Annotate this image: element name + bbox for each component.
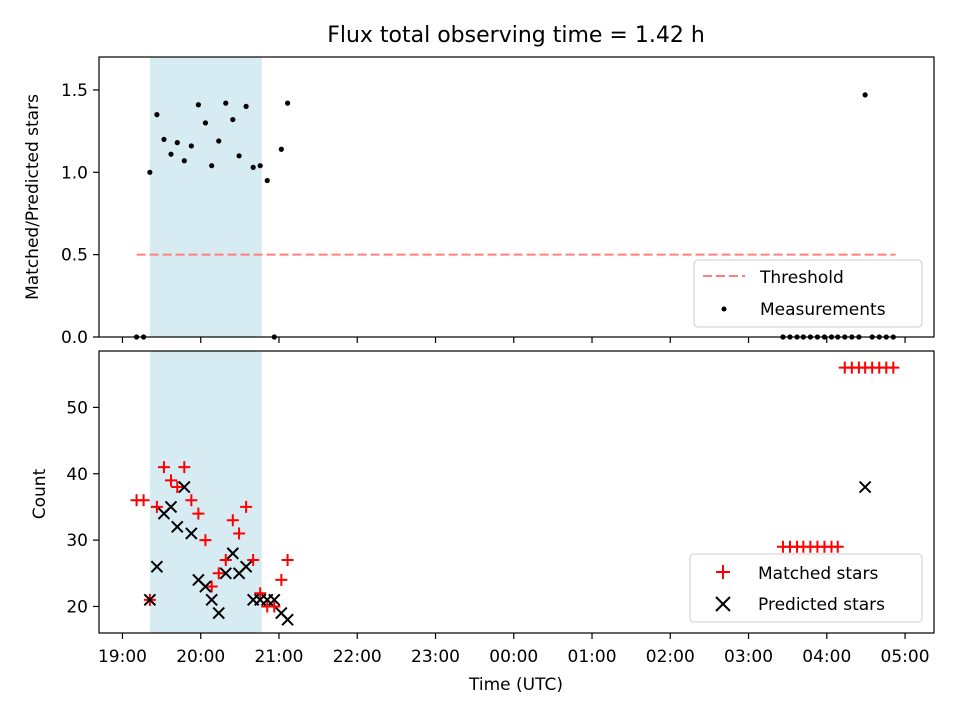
- matched-star-marker: [157, 461, 170, 474]
- measurement-point: [188, 143, 194, 149]
- legend-predicted-label: Predicted stars: [758, 595, 885, 615]
- matched-star-marker: [281, 554, 294, 567]
- matched-star-marker: [254, 587, 267, 600]
- ratio-legend-box: [693, 259, 923, 328]
- count-x-tick-label: 00:00: [489, 647, 538, 667]
- measurement-point: [147, 169, 153, 175]
- ratio-legend: Threshold Measurements: [693, 259, 923, 328]
- predicted-star-marker: [171, 520, 184, 534]
- measurement-point: [862, 92, 868, 98]
- predicted-star-marker: [212, 606, 225, 620]
- matched-star-marker: [150, 500, 163, 513]
- predicted-star-marker: [239, 560, 253, 573]
- count-plot-frame: [98, 350, 935, 634]
- count-x-tick-label: 20:00: [176, 647, 225, 667]
- chart-title: Flux total observing time = 1.42 h: [327, 23, 705, 48]
- matched-star-marker: [171, 481, 184, 494]
- matched-star-marker: [178, 461, 191, 474]
- predicted-star-marker: [858, 480, 872, 494]
- count-x-tick-label: 05:00: [881, 647, 930, 667]
- ratio-y-tick-label: 0.0: [61, 328, 88, 348]
- count-y-tick-label: 30: [66, 531, 88, 551]
- measurement-point: [216, 138, 222, 144]
- matched-star-marker: [831, 540, 844, 553]
- matched-star-marker: [233, 527, 246, 540]
- count-x-tick-label: 01:00: [568, 647, 617, 667]
- ratio-y-tick-label: 0.5: [61, 246, 88, 266]
- count-y-tick-label: 20: [66, 597, 88, 617]
- predicted-star-marker: [268, 593, 281, 607]
- count-x-tick-label: 23:00: [411, 647, 460, 667]
- count-panel: 20 30 40 50 19:00 20:00 21:00 22:00 23:00 00:00 01…: [30, 350, 935, 695]
- count-y-axis-label: Count: [30, 468, 50, 519]
- matched-star-marker: [137, 494, 150, 507]
- predicted-star-marker: [219, 567, 232, 580]
- measurement-point: [236, 153, 242, 159]
- matched-star-marker: [240, 500, 253, 513]
- matched-star-marker: [205, 580, 218, 593]
- predicted-star-marker: [143, 593, 157, 607]
- measurement-point: [174, 140, 180, 146]
- matched-star-marker: [275, 573, 288, 586]
- predicted-star-marker: [164, 500, 178, 514]
- measurement-point: [278, 146, 284, 152]
- matched-star-marker: [219, 554, 232, 567]
- count-x-tick-label: 03:00: [724, 647, 773, 667]
- predicted-star-marker: [199, 580, 212, 593]
- count-x-tick-label: 21:00: [254, 647, 303, 667]
- count-x-tick-label: 04:00: [802, 647, 851, 667]
- measurement-point: [161, 136, 167, 142]
- measurement-point: [168, 151, 174, 157]
- measurement-point: [154, 112, 160, 118]
- matched-star-marker: [212, 567, 225, 580]
- count-x-tick-label: 19:00: [98, 647, 147, 667]
- measurement-point: [181, 158, 187, 164]
- predicted-star-marker: [150, 560, 164, 573]
- matched-star-marker: [247, 554, 260, 567]
- predicted-star-marker: [185, 527, 198, 540]
- ratio-y-tick-label: 1.5: [61, 81, 88, 101]
- matched-star-marker: [887, 361, 900, 374]
- ratio-panel: 0.0 0.5 1.0 1.5 Matched/Predicted stars Thr…: [23, 56, 935, 348]
- legend-threshold-label: Threshold: [759, 268, 844, 288]
- measurement-point: [243, 103, 249, 110]
- matched-star-marker: [226, 514, 239, 527]
- ratio-y-tick-label: 1.0: [61, 163, 88, 183]
- ratio-y-axis-label: Matched/Predicted stars: [23, 94, 43, 300]
- matched-star-marker: [199, 534, 212, 547]
- count-x-tick-label: 02:00: [646, 647, 695, 667]
- legend-matched-swatch: [716, 565, 730, 579]
- measurement-point: [264, 177, 270, 184]
- predicted-star-marker: [281, 613, 294, 626]
- predicted-star-marker: [226, 547, 240, 560]
- count-legend-box: [689, 553, 923, 623]
- measurement-point: [195, 102, 201, 108]
- count-x-tick-label: 22:00: [333, 647, 382, 667]
- legend-measurements-swatch: [721, 306, 727, 312]
- count-y-tick-label: 40: [66, 465, 88, 485]
- matched-star-marker: [268, 600, 281, 613]
- measurement-point: [230, 116, 236, 123]
- ratio-plot-frame: [98, 56, 935, 338]
- predicted-star-marker: [178, 480, 191, 494]
- predicted-star-marker: [205, 593, 218, 607]
- measurement-point: [209, 163, 215, 169]
- matched-star-marker: [192, 507, 205, 520]
- count-shaded-span: [149, 351, 262, 633]
- count-legend: Matched stars Predicted stars: [689, 553, 923, 623]
- legend-measurements-label: Measurements: [760, 300, 886, 320]
- ratio-shaded-span: [149, 57, 262, 337]
- legend-matched-label: Matched stars: [758, 564, 878, 584]
- measurement-point: [223, 100, 229, 106]
- matched-star-marker: [185, 494, 198, 507]
- x-axis-label: Time (UTC): [468, 675, 563, 695]
- legend-predicted-swatch: [715, 596, 731, 612]
- count-y-tick-label: 50: [66, 398, 88, 418]
- measurement-point: [202, 120, 209, 126]
- matched-star-marker: [164, 474, 177, 487]
- measurement-point: [250, 164, 256, 170]
- measurement-point: [284, 100, 291, 106]
- measurement-point: [257, 163, 263, 169]
